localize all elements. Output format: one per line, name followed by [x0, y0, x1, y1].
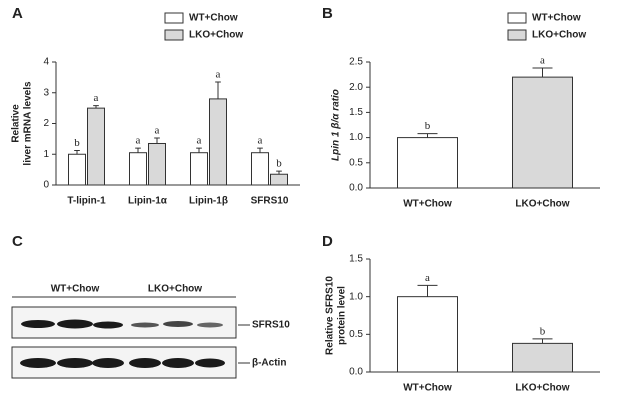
- error-bar: [196, 147, 202, 153]
- error-bar: [154, 137, 160, 144]
- x-tick-label: Lipin-1β: [189, 196, 228, 207]
- y-tick-label: 0.0: [349, 367, 363, 378]
- bands-sfrs10: [21, 319, 223, 329]
- legend-swatch: [507, 12, 527, 24]
- y-tick-label: 2.0: [349, 82, 363, 93]
- bar: [397, 296, 458, 373]
- error-bar: [417, 133, 438, 138]
- significance-letter: a: [136, 135, 141, 147]
- y-axis-label: Relative: [11, 104, 22, 143]
- x-tick-label: T-lipin-1: [67, 196, 106, 207]
- bar: [270, 173, 288, 186]
- group-label: LKO+Chow: [148, 284, 202, 295]
- y-tick-label: 0.0: [349, 183, 363, 194]
- error-bar: [532, 338, 553, 344]
- error-bar: [417, 284, 438, 297]
- significance-letter: b: [425, 120, 431, 132]
- bar: [68, 153, 86, 186]
- error-bar: [257, 147, 263, 153]
- legend-swatch: [507, 29, 527, 41]
- blot-box: [11, 306, 237, 339]
- y-axis-label: protein level: [337, 286, 348, 345]
- error-bar: [135, 147, 141, 153]
- significance-letter: a: [197, 135, 202, 147]
- error-bar: [93, 105, 99, 109]
- significance-letter: a: [94, 92, 99, 104]
- significance-letter: b: [540, 325, 546, 337]
- y-tick-label: 2.5: [349, 57, 363, 68]
- y-tick-label: 0.5: [349, 329, 363, 340]
- significance-letter: a: [425, 272, 430, 284]
- y-tick-label: 3: [43, 87, 49, 98]
- y-tick-label: 0: [43, 180, 49, 191]
- bar: [512, 342, 573, 373]
- bar: [397, 137, 458, 189]
- panel-label: B: [322, 5, 333, 22]
- significance-letter: b: [276, 158, 282, 170]
- legend-label: LKO+Chow: [532, 30, 586, 41]
- y-axis-label: Relative SFRS10: [325, 276, 336, 355]
- x-tick-label: LKO+Chow: [515, 199, 569, 210]
- y-tick-label: 1.0: [349, 132, 363, 143]
- y-tick-label: 2: [43, 118, 49, 129]
- group-label: WT+Chow: [51, 284, 100, 295]
- y-tick-label: 1.0: [349, 291, 363, 302]
- x-tick-label: LKO+Chow: [515, 383, 569, 394]
- band-label: SFRS10: [252, 320, 290, 331]
- x-tick-label: Lipin-1α: [128, 196, 168, 207]
- y-tick-label: 1.5: [349, 254, 363, 265]
- band-label: β-Actin: [252, 358, 286, 369]
- blot: [11, 296, 250, 379]
- legend-label: LKO+Chow: [189, 30, 243, 41]
- bar: [209, 98, 227, 186]
- significance-letter: b: [74, 137, 80, 149]
- significance-letter: a: [540, 55, 545, 67]
- significance-letter: a: [216, 69, 221, 81]
- bar: [190, 152, 208, 186]
- bands-actin: [20, 358, 225, 368]
- error-bar: [276, 170, 282, 175]
- error-bar: [215, 81, 221, 99]
- significance-letter: a: [258, 135, 263, 147]
- panel-label: D: [322, 233, 333, 250]
- bar: [129, 152, 147, 186]
- y-tick-label: 1.5: [349, 107, 363, 118]
- bar: [87, 107, 105, 186]
- legend-swatch: [164, 29, 184, 41]
- panel-label: A: [12, 5, 23, 22]
- y-axis-label: Lpin 1 β/α ratio: [331, 89, 342, 161]
- error-bar: [74, 150, 80, 155]
- legend-swatch: [164, 12, 184, 24]
- x-tick-label: WT+Chow: [403, 383, 452, 394]
- bar: [512, 76, 573, 189]
- bar: [251, 152, 269, 186]
- y-tick-label: 0.5: [349, 157, 363, 168]
- panel-label: C: [12, 233, 23, 250]
- legend-label: WT+Chow: [532, 13, 581, 24]
- y-tick-label: 4: [43, 57, 49, 68]
- bar: [148, 142, 166, 186]
- significance-letter: a: [155, 124, 160, 136]
- x-tick-label: WT+Chow: [403, 199, 452, 210]
- error-bar: [532, 67, 553, 78]
- y-axis-label: liver mRNA levels: [23, 81, 34, 166]
- legend-label: WT+Chow: [189, 13, 238, 24]
- y-tick-label: 1: [43, 149, 49, 160]
- x-tick-label: SFRS10: [251, 196, 289, 207]
